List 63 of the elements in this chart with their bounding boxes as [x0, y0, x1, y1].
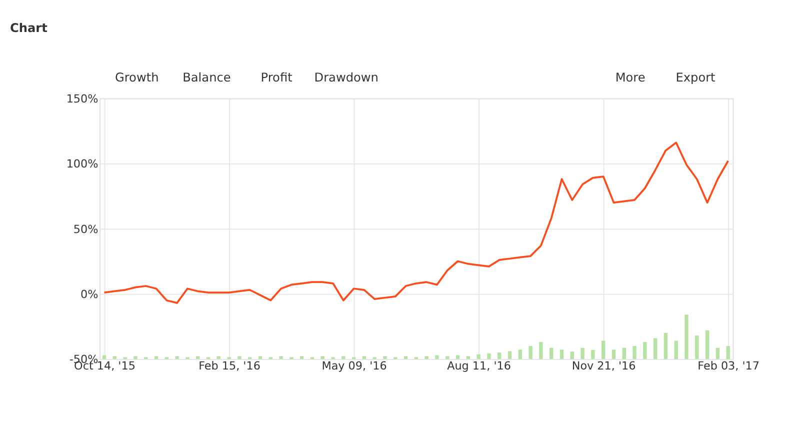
bar — [216, 356, 221, 360]
bar — [643, 342, 647, 360]
bar — [591, 350, 595, 360]
x-tick-label: Nov 21, '16 — [572, 360, 636, 373]
bar — [539, 342, 543, 360]
text: Balance — [182, 70, 231, 85]
bar — [446, 356, 450, 360]
bar — [238, 356, 242, 360]
y-tick-label: 50% — [73, 222, 98, 236]
text: Drawdown — [314, 70, 378, 85]
text: More — [615, 70, 646, 85]
bar — [424, 356, 428, 360]
line-series — [103, 142, 730, 304]
text: Growth — [114, 70, 159, 85]
bar — [175, 356, 179, 360]
bar — [196, 356, 200, 360]
bar — [716, 348, 720, 360]
bar — [622, 348, 626, 360]
bar — [601, 340, 606, 360]
bar — [404, 356, 408, 360]
bar — [726, 346, 730, 360]
bar — [466, 356, 470, 360]
bar — [112, 356, 117, 360]
bar — [498, 352, 502, 360]
bar — [320, 356, 324, 360]
bar — [528, 346, 532, 360]
bar — [279, 356, 283, 360]
bar — [684, 314, 688, 360]
bar — [580, 348, 584, 360]
bar — [154, 356, 158, 360]
x-tick-label: Feb 15, '16 — [198, 360, 260, 373]
bar — [612, 350, 616, 360]
bar — [570, 352, 574, 360]
bar — [134, 356, 138, 360]
bar — [632, 346, 636, 360]
text: Export — [676, 70, 716, 85]
bar — [664, 332, 668, 360]
bar — [435, 355, 439, 360]
y-tick-label: 0% — [80, 288, 98, 302]
bar — [476, 354, 480, 360]
y-tick-label: 150% — [66, 92, 98, 106]
x-tick-label: May 09, '16 — [322, 360, 387, 373]
bar — [549, 348, 554, 360]
bar — [102, 355, 106, 360]
bar — [342, 356, 346, 360]
bar — [695, 336, 699, 360]
bar — [362, 356, 366, 360]
chart-title: Chart — [10, 21, 48, 36]
bar — [705, 330, 710, 360]
bar — [300, 356, 304, 360]
bar — [653, 338, 658, 360]
x-tick-label: Feb 03, '17 — [698, 360, 760, 373]
bar — [508, 351, 512, 360]
bar — [383, 356, 387, 360]
y-tick-label: 100% — [66, 158, 98, 171]
bar — [487, 353, 491, 360]
bar — [518, 350, 522, 360]
bar — [456, 355, 460, 360]
bar — [258, 356, 262, 360]
bar — [674, 340, 678, 360]
bar — [560, 350, 564, 360]
text: Profit — [260, 70, 293, 85]
x-tick-label: Aug 11, '16 — [447, 360, 511, 373]
